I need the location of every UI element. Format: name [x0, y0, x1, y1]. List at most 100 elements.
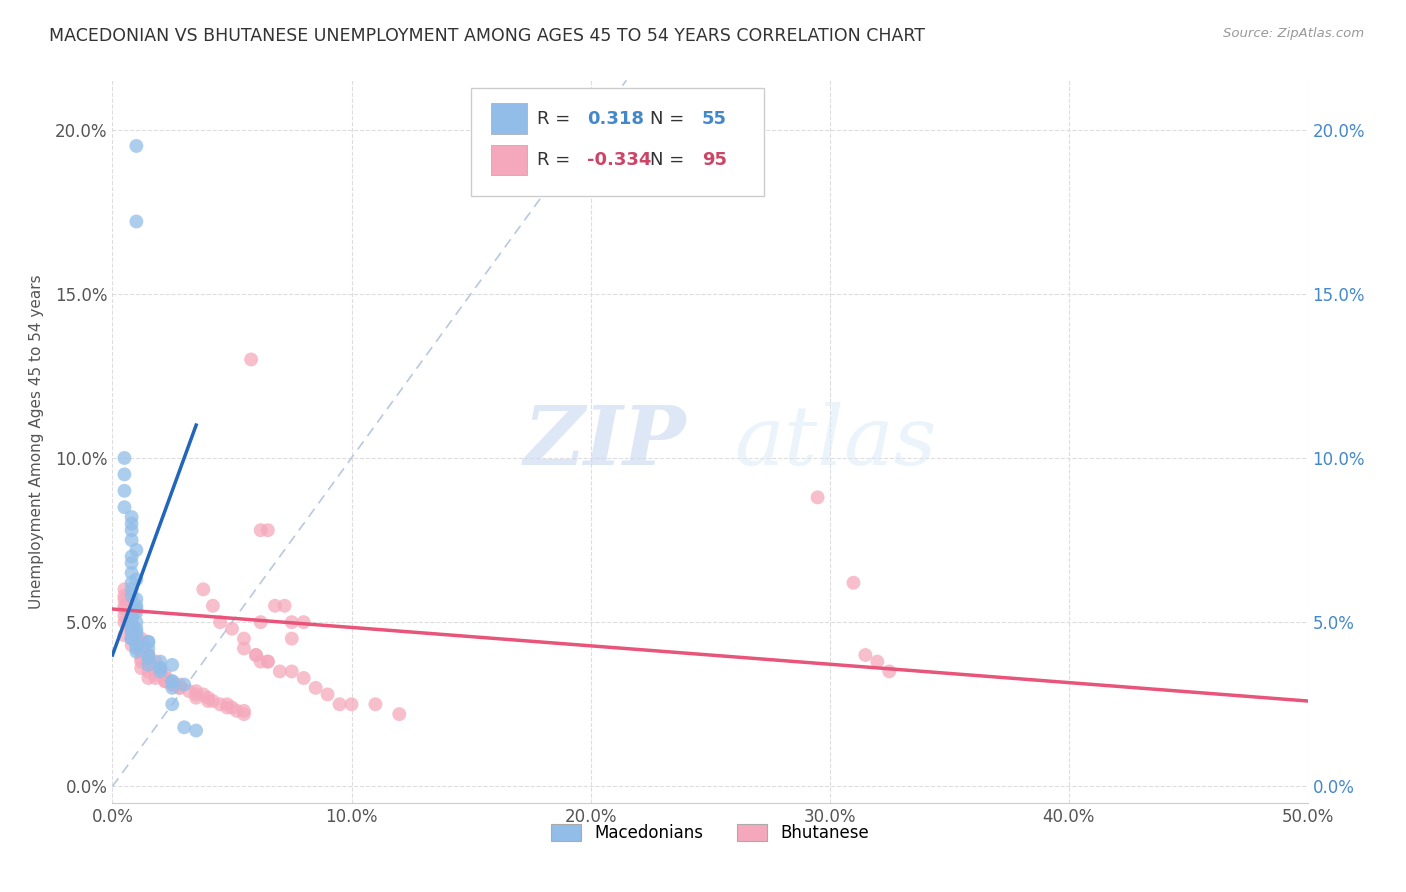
Point: [273, 599, 295, 613]
Text: R =: R =: [537, 110, 575, 128]
Text: 95: 95: [702, 151, 727, 169]
Text: 55: 55: [702, 110, 727, 128]
FancyBboxPatch shape: [491, 103, 527, 134]
Point: [388, 707, 411, 722]
Point: [125, 573, 148, 587]
Point: [129, 645, 152, 659]
Point: [145, 665, 167, 679]
Point: [240, 352, 263, 367]
Point: [145, 661, 167, 675]
Point: [138, 635, 160, 649]
Point: [129, 661, 152, 675]
Point: [807, 491, 830, 505]
Point: [221, 622, 243, 636]
Point: [121, 612, 143, 626]
Point: [257, 655, 280, 669]
Point: [121, 628, 143, 642]
FancyBboxPatch shape: [491, 145, 527, 175]
Point: [138, 651, 160, 665]
Point: [186, 687, 208, 701]
Point: [264, 599, 287, 613]
Point: [162, 698, 183, 712]
Point: [129, 632, 152, 646]
Point: [257, 655, 280, 669]
Point: [114, 582, 135, 597]
Point: [125, 605, 148, 619]
Point: [121, 638, 143, 652]
Point: [125, 638, 148, 652]
Point: [245, 648, 267, 662]
Point: [125, 599, 148, 613]
Point: [121, 618, 143, 632]
Point: [121, 523, 143, 537]
Point: [114, 589, 135, 603]
Point: [121, 608, 143, 623]
Point: [114, 500, 135, 515]
Point: [162, 657, 183, 672]
Point: [201, 694, 224, 708]
Point: [121, 582, 143, 597]
Point: [842, 575, 865, 590]
Point: [121, 632, 143, 646]
Point: [138, 665, 160, 679]
Point: [245, 648, 267, 662]
Point: [114, 450, 135, 465]
Text: N =: N =: [650, 110, 690, 128]
Point: [121, 566, 143, 580]
Point: [138, 651, 160, 665]
Point: [217, 700, 239, 714]
Point: [269, 665, 291, 679]
Point: [121, 549, 143, 564]
Point: [233, 704, 256, 718]
Text: 0.318: 0.318: [586, 110, 644, 128]
FancyBboxPatch shape: [471, 87, 763, 196]
Point: [121, 533, 143, 547]
Point: [125, 542, 148, 557]
Point: [125, 641, 148, 656]
Text: ZIP: ZIP: [523, 401, 686, 482]
Point: [121, 622, 143, 636]
Point: [125, 602, 148, 616]
Legend: Macedonians, Bhutanese: Macedonians, Bhutanese: [544, 817, 876, 848]
Point: [114, 483, 135, 498]
Point: [114, 628, 135, 642]
Point: [364, 698, 387, 712]
Point: [193, 687, 215, 701]
Point: [209, 615, 232, 630]
Point: [125, 615, 148, 630]
Point: [233, 632, 256, 646]
Point: [186, 690, 208, 705]
Point: [138, 671, 160, 685]
Point: [138, 655, 160, 669]
Point: [162, 681, 183, 695]
Point: [221, 700, 243, 714]
Point: [340, 698, 363, 712]
Text: atlas: atlas: [734, 401, 936, 482]
Point: [121, 625, 143, 640]
Point: [149, 665, 172, 679]
Point: [177, 684, 200, 698]
Point: [329, 698, 352, 712]
Point: [257, 523, 280, 537]
Point: [114, 467, 135, 482]
Point: [129, 641, 152, 656]
Point: [866, 655, 889, 669]
Point: [129, 635, 152, 649]
Point: [121, 575, 143, 590]
Point: [281, 632, 304, 646]
Point: [169, 681, 191, 695]
Point: [125, 214, 148, 228]
Y-axis label: Unemployment Among Ages 45 to 54 years: Unemployment Among Ages 45 to 54 years: [30, 274, 44, 609]
Point: [138, 648, 160, 662]
Point: [197, 690, 219, 705]
Point: [125, 625, 148, 640]
Point: [138, 657, 160, 672]
Point: [169, 681, 191, 695]
Point: [173, 677, 195, 691]
Point: [225, 704, 247, 718]
Point: [153, 674, 176, 689]
Point: [249, 655, 271, 669]
Point: [114, 599, 135, 613]
Point: [153, 674, 176, 689]
Point: [121, 615, 143, 630]
